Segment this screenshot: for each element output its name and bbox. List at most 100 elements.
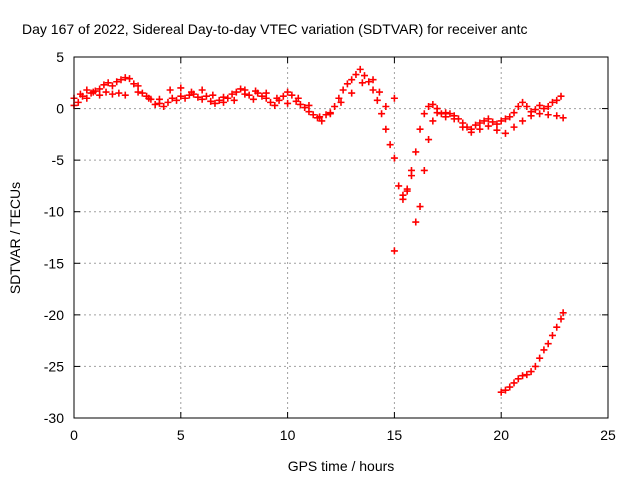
- data-point-marker: [96, 85, 104, 93]
- data-point-marker: [523, 371, 531, 379]
- data-point-marker: [476, 125, 484, 133]
- axis-ticks: 0 5 10 15 20 25 5 0 -5 -10 -15 -20 -25 -30: [44, 49, 616, 443]
- data-point-marker: [89, 88, 97, 96]
- data-point-marker: [559, 309, 567, 317]
- data-point-marker: [412, 148, 420, 156]
- data-point-marker: [74, 98, 82, 106]
- data-point-marker: [207, 97, 215, 105]
- data-point-marker: [527, 368, 535, 376]
- data-point-marker: [531, 106, 539, 114]
- data-point-marker: [523, 103, 531, 111]
- data-point-marker: [151, 100, 159, 108]
- data-point-marker: [230, 96, 238, 104]
- data-point-marker: [553, 96, 561, 104]
- data-point-marker: [228, 90, 236, 98]
- data-point-marker: [433, 109, 441, 117]
- data-point-marker: [446, 110, 454, 118]
- data-point-marker: [497, 117, 505, 125]
- series-outliers: [390, 94, 398, 255]
- data-point-marker: [134, 88, 142, 96]
- series-secondary-trace: [70, 76, 390, 121]
- data-point-marker: [284, 99, 292, 107]
- data-point-marker: [273, 94, 281, 102]
- data-point-marker: [559, 114, 567, 122]
- x-axis-label: GPS time / hours: [288, 458, 395, 474]
- data-point-marker: [540, 105, 548, 113]
- data-point-marker: [429, 117, 437, 125]
- data-point-marker: [390, 154, 398, 162]
- data-point-marker: [429, 100, 437, 108]
- data-point-marker: [177, 92, 185, 100]
- series-late-descending-trace: [497, 309, 567, 396]
- data-point-marker: [553, 112, 561, 120]
- y-tick-label: -30: [44, 410, 64, 426]
- y-tick-label: -15: [44, 255, 64, 271]
- data-point-marker: [506, 383, 514, 391]
- data-point-marker: [316, 113, 324, 121]
- data-point-marker: [83, 94, 91, 102]
- data-point-marker: [476, 119, 484, 127]
- data-point-marker: [390, 247, 398, 255]
- data-point-marker: [348, 89, 356, 97]
- data-point-marker: [108, 90, 116, 98]
- data-point-marker: [173, 96, 181, 104]
- y-tick-label: 0: [56, 101, 64, 117]
- data-point-marker: [258, 92, 266, 100]
- data-point-marker: [160, 103, 168, 111]
- data-point-marker: [138, 89, 146, 97]
- data-point-marker: [337, 98, 345, 106]
- data-point-marker: [115, 89, 123, 97]
- data-point-marker: [548, 98, 556, 106]
- data-point-marker: [318, 117, 326, 125]
- data-point-marker: [557, 92, 565, 100]
- data-point-marker: [215, 96, 223, 104]
- data-point-marker: [540, 346, 548, 354]
- data-point-marker: [536, 101, 544, 109]
- x-tick-label: 25: [600, 427, 616, 443]
- data-point-marker: [198, 95, 206, 103]
- data-point-marker: [369, 86, 377, 94]
- data-point-marker: [506, 113, 514, 121]
- y-tick-label: -5: [52, 152, 65, 168]
- data-points: [70, 65, 567, 396]
- data-point-marker: [416, 203, 424, 211]
- plot-frame: [73, 56, 609, 419]
- data-point-marker: [294, 94, 302, 102]
- data-point-marker: [121, 74, 129, 82]
- data-point-marker: [104, 79, 112, 87]
- data-point-marker: [237, 85, 245, 93]
- data-point-marker: [126, 75, 134, 83]
- data-point-marker: [232, 88, 240, 96]
- data-point-marker: [108, 82, 116, 90]
- data-point-marker: [390, 94, 398, 102]
- data-point-marker: [375, 88, 383, 96]
- data-point-marker: [102, 88, 110, 96]
- data-point-marker: [519, 117, 527, 125]
- series-main-trace: [70, 65, 565, 199]
- data-point-marker: [553, 323, 561, 331]
- data-point-marker: [252, 87, 260, 95]
- data-point-marker: [360, 72, 368, 80]
- data-point-marker: [296, 100, 304, 108]
- data-point-marker: [177, 84, 185, 92]
- data-point-marker: [155, 95, 163, 103]
- data-point-marker: [544, 111, 552, 119]
- data-point-marker: [113, 78, 121, 86]
- data-point-marker: [83, 86, 91, 94]
- data-point-marker: [501, 129, 509, 137]
- data-point-marker: [437, 110, 445, 118]
- data-point-marker: [425, 136, 433, 144]
- data-point-marker: [442, 109, 450, 117]
- data-point-marker: [373, 96, 381, 104]
- data-point-marker: [100, 81, 108, 89]
- data-point-marker: [305, 101, 313, 109]
- data-point-marker: [267, 98, 275, 106]
- data-point-marker: [322, 111, 330, 119]
- data-point-marker: [358, 79, 366, 87]
- data-point-marker: [326, 110, 334, 118]
- data-point-marker: [480, 117, 488, 125]
- data-point-marker: [493, 126, 501, 134]
- data-point-marker: [544, 103, 552, 111]
- data-point-marker: [510, 109, 518, 117]
- data-point-marker: [420, 166, 428, 174]
